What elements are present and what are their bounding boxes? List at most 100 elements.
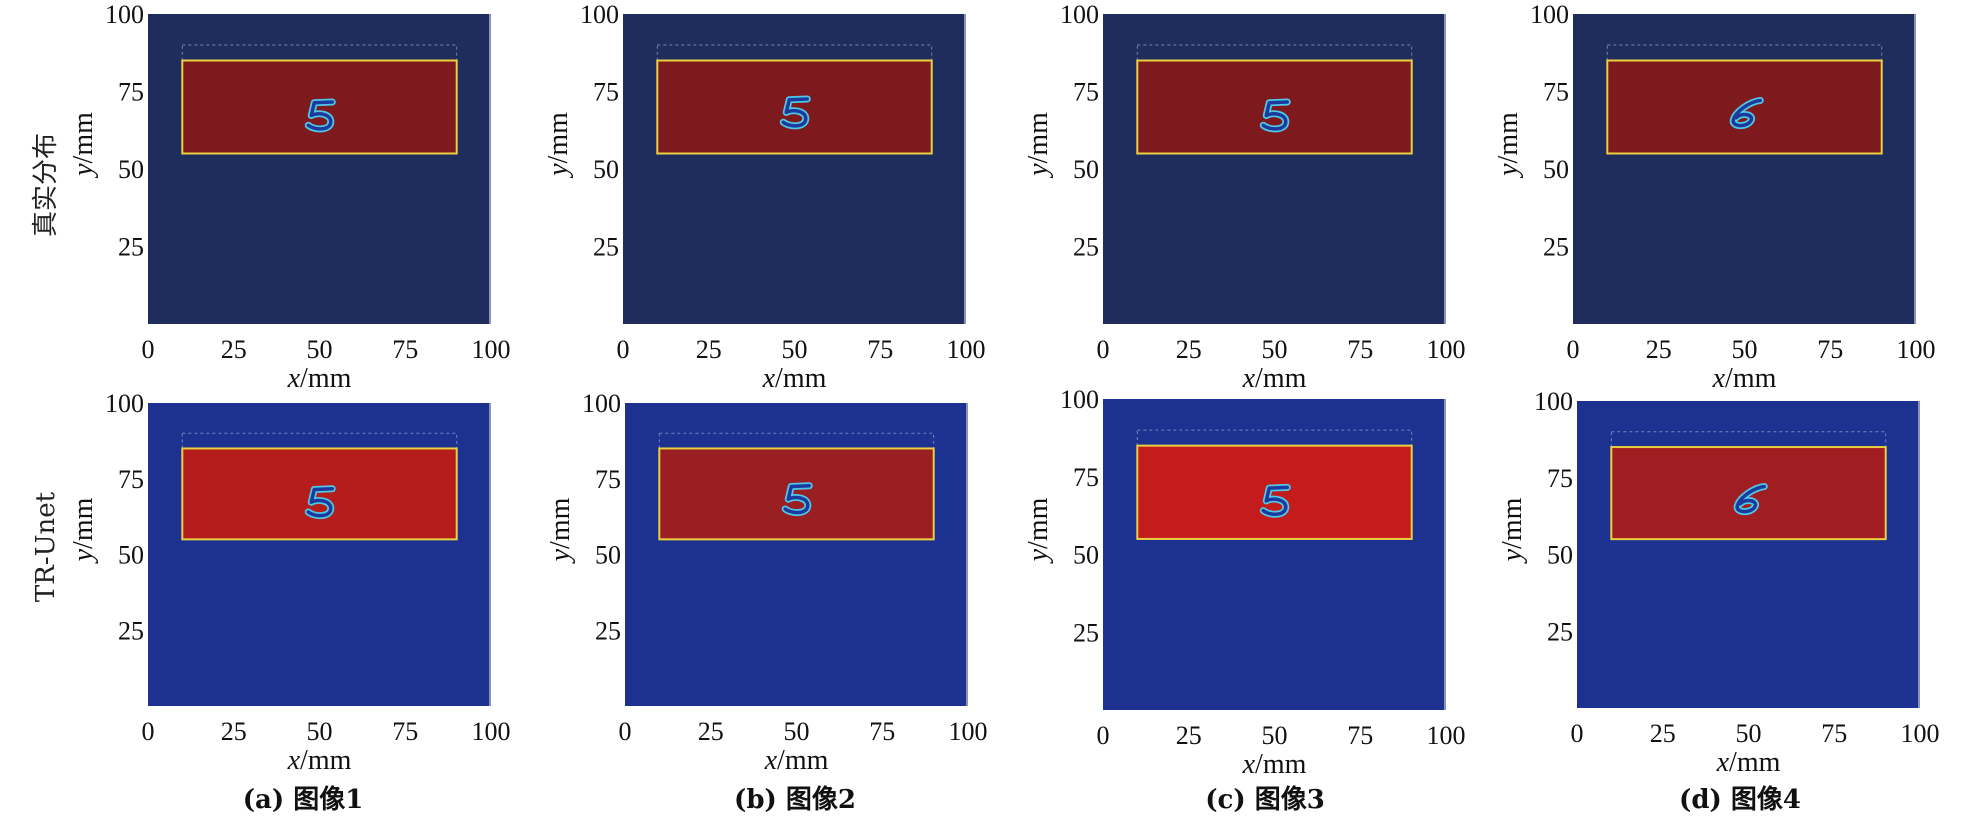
panel-p7-ylabel: y/mm (1023, 497, 1054, 564)
caption-d: (d) 图像4 (1679, 785, 1801, 815)
panel-p4-ylabel: y/mm (1493, 112, 1524, 179)
panel-p5-xtick: 0 (142, 717, 155, 746)
panel-p8-ylabel: y/mm (1497, 497, 1528, 564)
panel-p4-xtick: 0 (1567, 335, 1580, 364)
panel-p3-ytick: 50 (1073, 155, 1099, 184)
panel-p3-edge (1444, 14, 1446, 324)
panel-p3-ytick: 25 (1073, 233, 1099, 262)
panel-p4-xlabel: x/mm (1712, 363, 1777, 394)
panel-p2-xtick: 25 (696, 335, 722, 364)
panel-p6-xlabel: x/mm (764, 745, 829, 776)
panel-p7-xtick: 0 (1097, 721, 1110, 750)
panel-p1-ytick: 100 (105, 0, 144, 29)
panel-p2-ytick: 100 (580, 0, 619, 29)
panel-p2-xlabel: x/mm (762, 363, 827, 394)
panel-p6-ytick: 50 (595, 541, 621, 570)
panel-p2-ylabel: y/mm (543, 112, 574, 179)
panel-p7-ytick: 50 (1073, 541, 1099, 570)
panel-p8-xtick: 0 (1571, 719, 1584, 748)
panel-p4-ytick: 50 (1543, 155, 1569, 184)
panel-p2-ytick: 75 (593, 78, 619, 107)
panel-p1-xtick: 75 (392, 335, 418, 364)
panel-p8-ytick: 25 (1547, 617, 1573, 646)
caption-a: (a) 图像1 (243, 785, 364, 815)
panel-p3-xtick: 0 (1097, 335, 1110, 364)
panel-p8-xtick: 50 (1736, 719, 1762, 748)
panel-p6-xtick: 25 (698, 717, 724, 746)
panel-p2-xtick: 50 (782, 335, 808, 364)
panel-p1-xlabel: x/mm (287, 363, 352, 394)
panel-p3-xtick: 75 (1347, 335, 1373, 364)
panel-p2-xtick: 100 (947, 335, 986, 364)
row-label-trunet: TR-Unet (31, 491, 61, 602)
panel-p3-ytick: 100 (1060, 0, 1099, 29)
panel-p5-digit (306, 486, 334, 518)
panel-p5-ytick: 100 (105, 389, 144, 418)
panel-p7-digit (1261, 485, 1289, 516)
panel-p6-xtick: 75 (869, 717, 895, 746)
panel-p4-ytick: 25 (1543, 233, 1569, 262)
panel-p1-digit (306, 100, 334, 131)
panel-p7-ytick: 100 (1060, 385, 1099, 414)
panel-p8-ytick: 100 (1534, 387, 1573, 416)
panel-p6-ytick: 25 (595, 616, 621, 645)
panel-p1-ytick: 50 (118, 155, 144, 184)
row-label-true: 真实分布 (31, 133, 61, 237)
caption-c: (c) 图像3 (1205, 785, 1325, 815)
panel-p3-xtick: 50 (1262, 335, 1288, 364)
panel-p7-ytick: 75 (1073, 463, 1099, 492)
panel-p7-ytick: 25 (1073, 618, 1099, 647)
panel-p4-digit (1731, 98, 1762, 128)
panel-p3-ytick: 75 (1073, 78, 1099, 107)
panel-p8-xtick: 100 (1901, 719, 1940, 748)
panel-p7-xtick: 50 (1262, 721, 1288, 750)
panel-p1-ytick: 25 (118, 233, 144, 262)
panel-p2-edge (964, 14, 966, 324)
caption-b: (b) 图像2 (734, 785, 856, 815)
panel-p3-digit (1261, 100, 1289, 131)
panel-p1-edge (489, 14, 491, 324)
panel-p8-xtick: 75 (1821, 719, 1847, 748)
panel-p4-ytick: 100 (1530, 0, 1569, 29)
panel-p3-xtick: 25 (1176, 335, 1202, 364)
panel-p4-xtick: 25 (1646, 335, 1672, 364)
panel-p5-xtick: 75 (392, 717, 418, 746)
panel-p8-xlabel: x/mm (1716, 747, 1781, 778)
panel-p6-ytick: 75 (595, 465, 621, 494)
panel-p6-xtick: 100 (949, 717, 988, 746)
panel-p7-xlabel: x/mm (1242, 749, 1307, 780)
panel-p8-xtick: 25 (1650, 719, 1676, 748)
panel-p2-ytick: 50 (593, 155, 619, 184)
panel-p5-ytick: 75 (118, 465, 144, 494)
panel-p7-xtick: 75 (1347, 721, 1373, 750)
panel-p5-xlabel: x/mm (287, 745, 352, 776)
panel-p8-edge (1918, 401, 1920, 708)
panel-p1-xtick: 100 (472, 335, 511, 364)
panel-p8-ytick: 50 (1547, 541, 1573, 570)
panel-p5-edge (489, 403, 491, 706)
panel-p6-xtick: 0 (619, 717, 632, 746)
panel-p1-ytick: 75 (118, 78, 144, 107)
panel-p7-edge (1444, 399, 1446, 710)
panel-p5-xtick: 100 (472, 717, 511, 746)
panel-p7-target (1136, 444, 1413, 540)
panel-p1-xtick: 50 (307, 335, 333, 364)
panel-p6-edge (966, 403, 968, 706)
panel-p1-ylabel: y/mm (68, 112, 99, 179)
panel-p8-digit (1735, 484, 1766, 514)
panel-p1-xtick: 25 (221, 335, 247, 364)
panel-p5-target (181, 447, 458, 541)
panel-p1-target (181, 59, 458, 155)
panel-p3-target (1136, 59, 1413, 155)
panel-p4-xtick: 100 (1897, 335, 1936, 364)
panel-p6-ytick: 100 (582, 389, 621, 418)
panels-layer: 25 50 75 100 0 25 50 75 100 x/mm y/mm 25 50 75 100 0 25 5… (68, 0, 1940, 780)
panel-p4-ytick: 75 (1543, 78, 1569, 107)
panel-p8-ytick: 75 (1547, 464, 1573, 493)
panel-p5-ytick: 50 (118, 541, 144, 570)
panel-p2-ytick: 25 (593, 233, 619, 262)
panel-p7-xtick: 100 (1427, 721, 1466, 750)
panel-p7-xtick: 25 (1176, 721, 1202, 750)
panel-p5-ylabel: y/mm (68, 497, 99, 564)
